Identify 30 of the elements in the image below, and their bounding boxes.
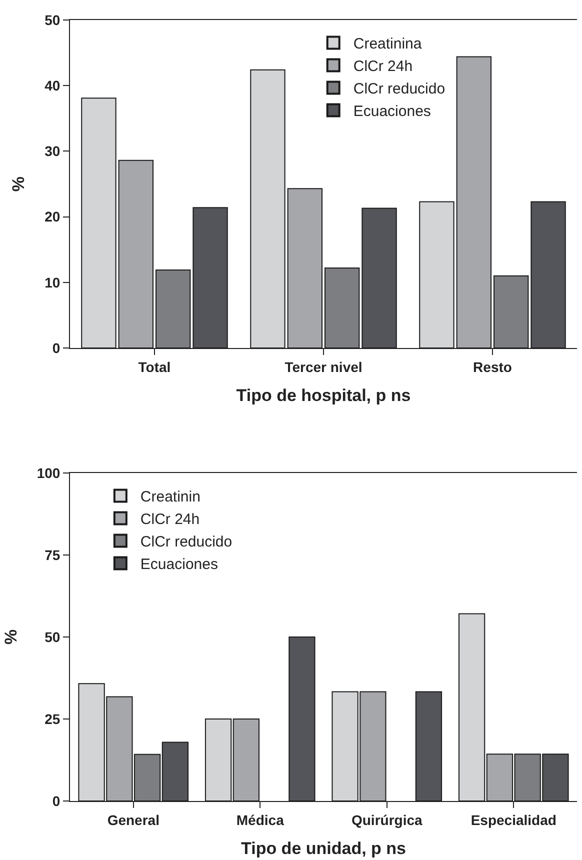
x-tick-label: General bbox=[107, 812, 160, 828]
x-tick-label: Tercer nivel bbox=[284, 358, 362, 375]
y-tick-label: 10 bbox=[44, 274, 60, 290]
legend-label: ClCr reducido bbox=[353, 80, 446, 98]
y-tick-label: 75 bbox=[44, 546, 60, 563]
y-tick-label: 50 bbox=[44, 628, 60, 645]
y-axis-title: % bbox=[1, 629, 20, 645]
legend-label: ClCr 24h bbox=[353, 58, 413, 76]
y-tick-label: 0 bbox=[52, 792, 60, 809]
y-axis-title: % bbox=[9, 176, 28, 192]
y-tick-label: 50 bbox=[44, 12, 60, 28]
y-tick-label: 30 bbox=[44, 143, 60, 160]
x-axis-title: Tipo de unidad, p ns bbox=[241, 839, 406, 858]
x-tick-label: Total bbox=[138, 358, 171, 375]
x-tick-label: Especialidad bbox=[470, 812, 556, 828]
legend-label: Ecuaciones bbox=[140, 556, 218, 574]
x-tick-label: Resto bbox=[473, 358, 512, 375]
legend-label: ClCr 24h bbox=[140, 511, 200, 528]
legend-label: Creatinin bbox=[140, 488, 200, 506]
legend-label: Creatinina bbox=[353, 36, 422, 53]
y-tick-label: 20 bbox=[44, 208, 60, 225]
legend-label: Ecuaciones bbox=[353, 103, 431, 120]
x-axis-title: Tipo de hospital, p ns bbox=[236, 386, 411, 406]
x-tick-label: Médica bbox=[236, 812, 284, 828]
y-tick-label: 40 bbox=[44, 78, 60, 94]
y-tick-label: 0 bbox=[52, 340, 60, 356]
y-tick-label: 100 bbox=[36, 464, 60, 481]
y-tick-label: 25 bbox=[44, 710, 60, 727]
x-tick-label: Quirúrgica bbox=[351, 812, 422, 828]
legend-label: ClCr reducido bbox=[140, 534, 232, 551]
